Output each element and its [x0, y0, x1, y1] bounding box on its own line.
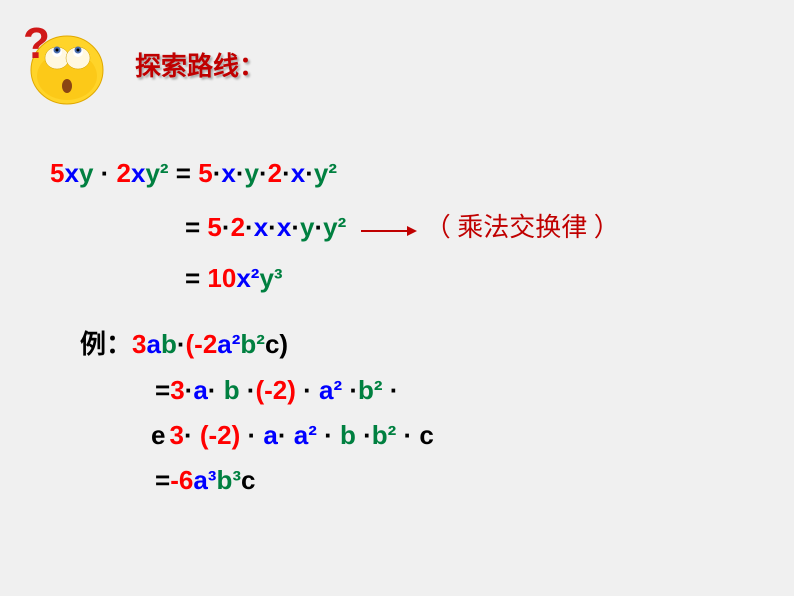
op: · [259, 158, 268, 188]
op: = [155, 375, 170, 405]
example-line-4: =-6a³b³c [155, 465, 764, 496]
op: c) [265, 329, 288, 359]
annotation-text: （ 乘法交换律 ） [425, 213, 620, 242]
var: y³ [259, 263, 282, 293]
var: x [254, 212, 268, 242]
arrow-icon [361, 214, 409, 245]
op: · [184, 420, 200, 450]
coef: (-2) [200, 420, 240, 450]
var: x [277, 212, 291, 242]
var: a [263, 420, 277, 450]
var: x² [236, 263, 259, 293]
var: y² [145, 158, 168, 188]
var: y [300, 212, 314, 242]
op: = [185, 263, 207, 293]
var: b² [372, 420, 397, 450]
coef: 2 [231, 212, 245, 242]
var: a² [294, 420, 317, 450]
coef: 3 [170, 375, 184, 405]
op: · [396, 420, 419, 450]
var: b [161, 329, 177, 359]
var: c [419, 420, 433, 450]
op: · [222, 212, 231, 242]
coef: -6 [170, 465, 193, 495]
math-content: 5xy · 2xy² = 5·x·y·2·x·y² = 5·2·x·x·y·y²… [50, 158, 764, 510]
var: x [221, 158, 235, 188]
var: a² [217, 329, 240, 359]
op: · [291, 212, 300, 242]
op: · [268, 212, 277, 242]
example-line-2: =3·a· b ·(-2) · a² ·b² · [155, 375, 764, 406]
var: b² [240, 329, 265, 359]
op: · [356, 420, 372, 450]
var: y [79, 158, 93, 188]
op: · [240, 420, 263, 450]
var: a [146, 329, 160, 359]
thinking-emoji-icon: ? [15, 18, 110, 108]
example-line-1: 例：3ab·(-2a²b²c) [80, 324, 764, 361]
coef: (-2) [255, 375, 295, 405]
var: a² [319, 375, 342, 405]
coef: 5 [198, 158, 212, 188]
var: y² [323, 212, 346, 242]
op: = [185, 212, 207, 242]
coef: 5 [207, 212, 221, 242]
coef: 3 [169, 420, 183, 450]
op: · [342, 375, 358, 405]
slide-title: 探索路线： [135, 46, 265, 83]
svg-text:?: ? [23, 19, 50, 68]
var: c [241, 465, 255, 495]
label: 例： [80, 330, 132, 359]
op: · [282, 158, 291, 188]
coef: 10 [207, 263, 236, 293]
var: a³ [193, 465, 216, 495]
op: · [278, 420, 294, 450]
var: b² [358, 375, 383, 405]
op: = [155, 465, 170, 495]
coef: 2 [268, 158, 282, 188]
op: · [177, 329, 186, 359]
var: a [193, 375, 207, 405]
var: b [224, 375, 240, 405]
var: x [64, 158, 78, 188]
op: · [245, 212, 254, 242]
op: · [305, 158, 314, 188]
op: · [314, 212, 323, 242]
example-line-3: e3· (-2) · a· a² · b ·b² · c [155, 420, 764, 451]
op: · [296, 375, 319, 405]
coef: (-2 [186, 329, 218, 359]
var: b³ [216, 465, 241, 495]
var: x [131, 158, 145, 188]
op: · [93, 158, 116, 188]
coef: 3 [132, 329, 146, 359]
coef: 2 [117, 158, 131, 188]
var: y [245, 158, 259, 188]
var: x [291, 158, 305, 188]
var: b [340, 420, 356, 450]
coef: 5 [50, 158, 64, 188]
equation-line-3: = 10x²y³ [185, 263, 764, 294]
op: = [169, 158, 199, 188]
op: · [240, 375, 256, 405]
equation-line-1: 5xy · 2xy² = 5·x·y·2·x·y² [50, 158, 764, 189]
op: · [236, 158, 245, 188]
op: · [317, 420, 340, 450]
op: · [383, 375, 399, 405]
stray-char: e [151, 420, 165, 450]
equation-line-2: = 5·2·x·x·y·y² （ 乘法交换律 ） [185, 207, 764, 245]
op: · [208, 375, 224, 405]
var: y² [314, 158, 337, 188]
